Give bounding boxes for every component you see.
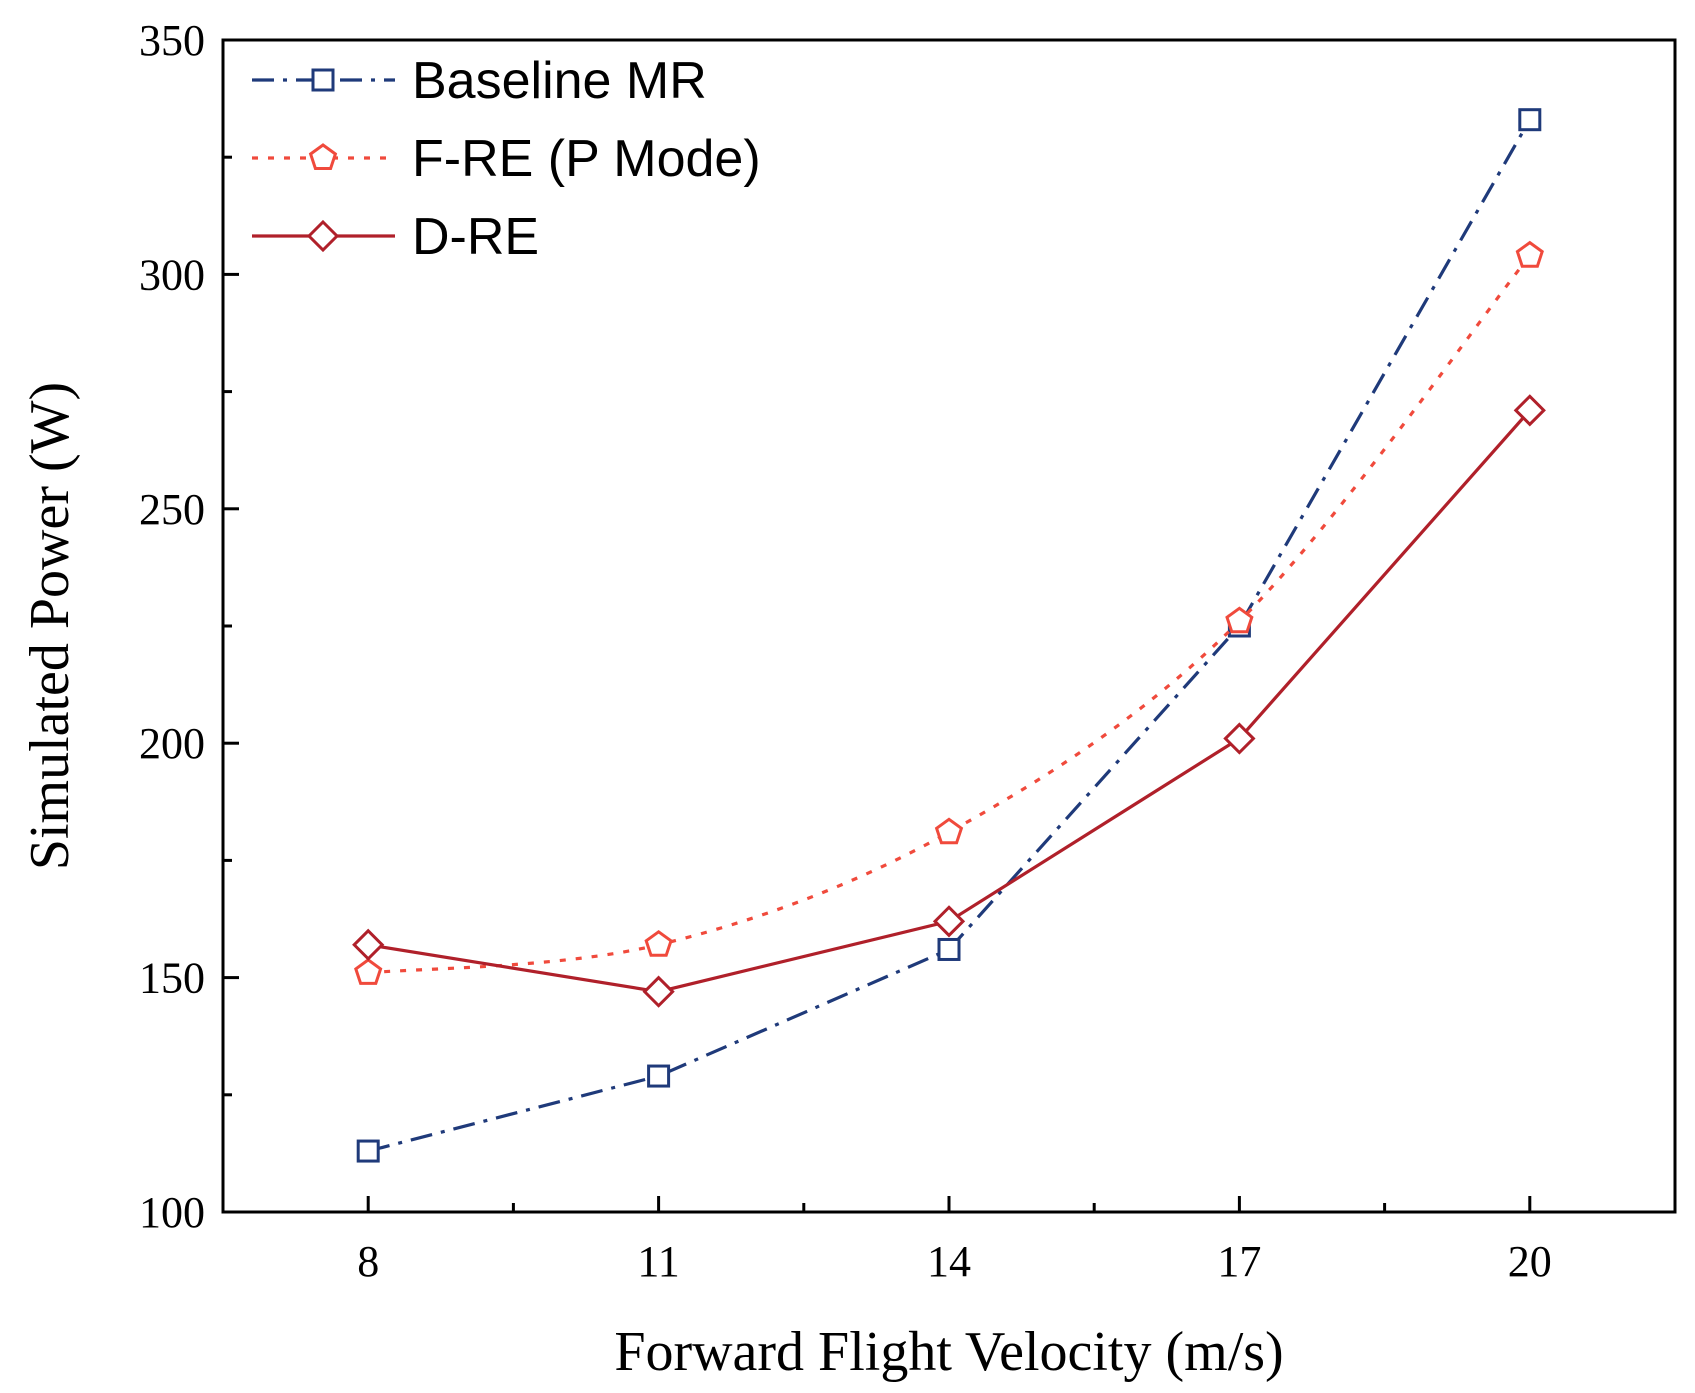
data-point-f-re-p-mode: [354, 958, 383, 985]
data-point-baseline-mr: [1518, 108, 1542, 132]
legend-label-baseline-mr: Baseline MR: [412, 52, 707, 110]
data-point-d-re: [1223, 722, 1256, 755]
data-point-d-re: [352, 928, 385, 961]
legend-marker-d-re: [306, 219, 340, 253]
legend: Baseline MR F-RE (P Mode) D-RE: [252, 52, 761, 266]
data-point-baseline-mr: [937, 937, 961, 961]
x-tick-label: 14: [927, 1237, 971, 1286]
series-line-d-re: [367, 409, 1531, 994]
legend-marker-f-re-p-mode: [308, 143, 338, 170]
legend-marker-baseline-mr: [311, 68, 335, 92]
y-tick-label: 200: [139, 719, 205, 768]
data-point-f-re-p-mode: [1515, 240, 1544, 268]
y-axis-label: Simulated Power (W): [19, 382, 81, 870]
y-tick-label: 150: [139, 954, 205, 1003]
legend-label-f-re-p-mode: F-RE (P Mode): [412, 130, 761, 188]
x-tick-label: 17: [1217, 1237, 1261, 1286]
data-point-f-re-p-mode: [934, 817, 964, 845]
y-tick-label: 300: [139, 250, 205, 299]
series-group: [352, 108, 1546, 1163]
x-tick-label: 20: [1508, 1237, 1552, 1286]
y-tick-label: 100: [139, 1188, 205, 1237]
series-line-f-re-p-mode: [368, 254, 1532, 975]
x-axis-ticks: 8 11 14 17 20: [357, 1196, 1552, 1286]
data-point-f-re-p-mode: [1225, 606, 1254, 634]
x-axis-label: Forward Flight Velocity (m/s): [614, 1321, 1283, 1383]
data-point-d-re: [642, 975, 675, 1008]
y-tick-label: 250: [139, 485, 205, 534]
y-tick-label: 350: [139, 16, 205, 65]
data-point-baseline-mr: [647, 1064, 671, 1088]
y-axis-ticks: 100 150 200 250 300 350: [139, 16, 239, 1237]
data-point-f-re-p-mode: [644, 929, 673, 957]
data-point-d-re: [1513, 394, 1546, 427]
legend-label-d-re: D-RE: [412, 208, 539, 266]
x-tick-label: 8: [357, 1237, 379, 1286]
data-point-baseline-mr: [356, 1139, 380, 1163]
x-tick-label: 11: [637, 1237, 679, 1286]
series-line-baseline-mr: [367, 118, 1532, 1153]
data-point-d-re: [932, 905, 966, 938]
